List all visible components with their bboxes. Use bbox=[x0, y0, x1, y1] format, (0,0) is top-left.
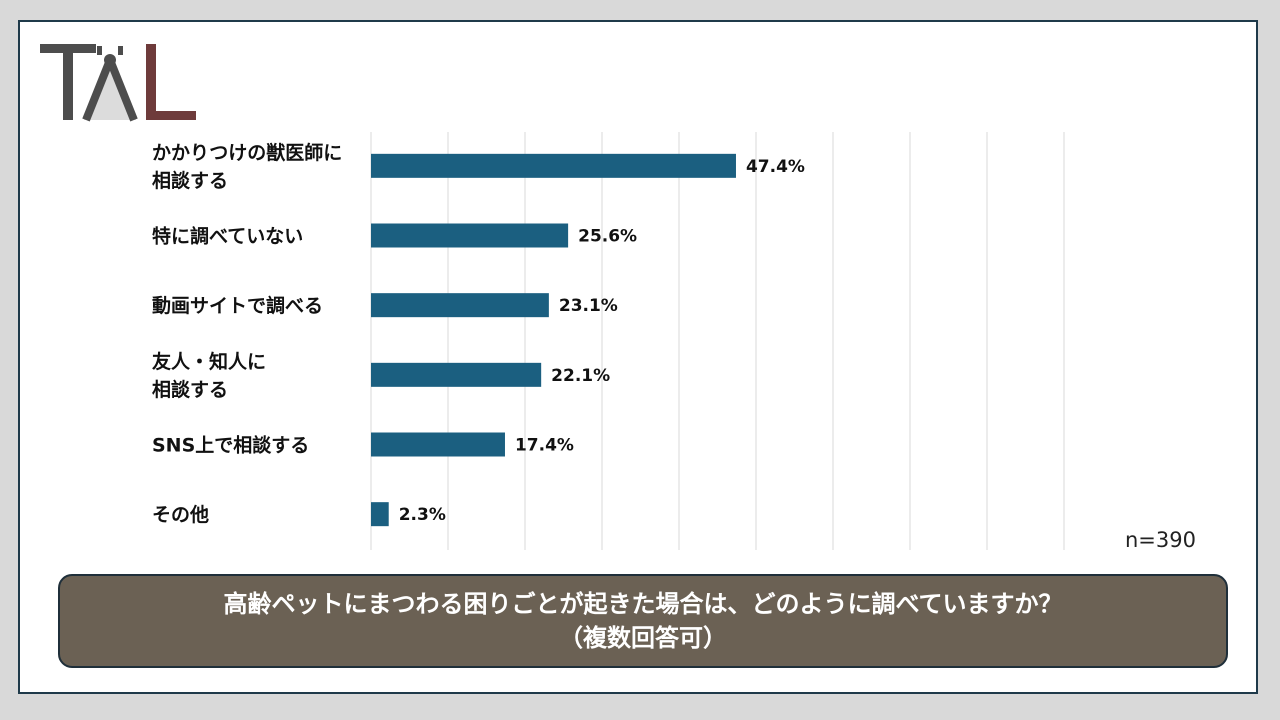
bar bbox=[371, 223, 569, 248]
question-box: 高齢ペットにまつわる困りごとが起きた場合は、どのように調べていますか？ （複数回… bbox=[58, 574, 1228, 668]
bar bbox=[371, 362, 542, 387]
sample-size-label: n=390 bbox=[1125, 528, 1196, 552]
data-label: 23.1% bbox=[559, 296, 618, 316]
category-label: 友人・知人に bbox=[152, 350, 266, 373]
question-text: 高齢ペットにまつわる困りごとが起きた場合は、どのように調べていますか？ bbox=[223, 590, 1063, 618]
data-label: 25.6% bbox=[578, 227, 637, 247]
slide: 47.4% かかりつけの獣医師に 相談する 25.6% 特に調べていない 23.1% 動画サ… bbox=[18, 20, 1258, 694]
data-label: 2.3% bbox=[399, 505, 446, 525]
category-label: 動画サイトで調べる bbox=[152, 294, 323, 317]
tal-logo-icon bbox=[40, 44, 196, 122]
bar bbox=[371, 502, 389, 527]
data-label: 47.4% bbox=[746, 157, 805, 177]
category-label: SNS上で相談する bbox=[152, 434, 309, 457]
category-label: 相談する bbox=[152, 169, 228, 192]
category-label: 特に調べていない bbox=[152, 225, 303, 248]
data-label: 17.4% bbox=[515, 436, 574, 456]
bar bbox=[371, 153, 736, 178]
category-label: その他 bbox=[152, 503, 209, 526]
question-note: （複数回答可） bbox=[559, 624, 727, 652]
data-label: 22.1% bbox=[551, 366, 610, 386]
bar bbox=[371, 293, 549, 318]
category-label: 相談する bbox=[152, 378, 228, 401]
category-label: かかりつけの獣医師に bbox=[152, 141, 342, 164]
bar bbox=[371, 432, 505, 457]
